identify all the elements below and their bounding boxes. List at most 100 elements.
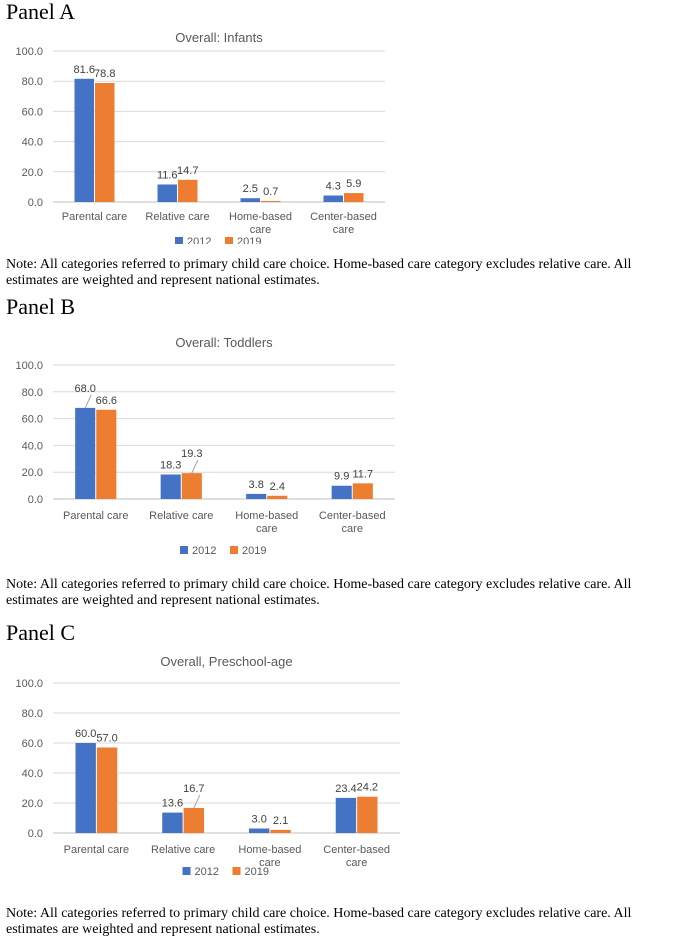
legend-swatch-2012 xyxy=(175,237,183,244)
panel-b-note: Note: All categories referred to primary… xyxy=(6,577,632,608)
panel-b-heading: Panel B xyxy=(6,294,76,319)
y-tick-label: 80.0 xyxy=(22,76,43,88)
category-label: care xyxy=(342,523,363,535)
legend-label-2019: 2019 xyxy=(237,236,261,244)
category-label: Relative care xyxy=(145,211,209,223)
bar-2012 xyxy=(75,743,96,833)
data-label: 5.9 xyxy=(346,178,361,190)
data-label-leader xyxy=(84,394,92,409)
bar-2019 xyxy=(261,200,281,202)
legend-label-2012: 2012 xyxy=(195,866,219,878)
chart-title: Overall: Toddlers xyxy=(175,335,273,350)
legend-swatch-2012 xyxy=(182,867,191,875)
legend-label-2012: 2012 xyxy=(187,236,211,244)
y-tick-label: 20.0 xyxy=(22,798,43,810)
data-label: 81.6 xyxy=(74,64,95,76)
data-label: 13.6 xyxy=(162,798,183,810)
category-label: Center-based xyxy=(323,844,390,856)
data-label: 23.4 xyxy=(335,783,356,795)
bar-2019 xyxy=(352,483,373,499)
legend-swatch-2012 xyxy=(180,546,188,554)
chart-toddlers: Overall: Toddlers 0.0 20.0 40.0 60.0 80.0 100.… xyxy=(15,335,395,557)
legend-swatch-2019 xyxy=(230,546,238,554)
legend-label-2019: 2019 xyxy=(242,545,266,557)
category-label: Relative care xyxy=(149,510,213,522)
data-label: 18.3 xyxy=(160,459,181,471)
data-label: 2.1 xyxy=(273,815,288,827)
y-tick-label: 60.0 xyxy=(22,414,43,426)
panel-a-heading: Panel A xyxy=(6,0,76,24)
panel-c-note: Note: All categories referred to primary… xyxy=(6,906,632,937)
y-tick-label: 100.0 xyxy=(15,46,43,58)
legend-swatch-2019 xyxy=(225,237,233,244)
legend-swatch-2019 xyxy=(232,867,241,875)
y-tick-label: 100.0 xyxy=(15,678,43,690)
category-label: Parental care xyxy=(64,844,129,856)
bar-2019 xyxy=(183,807,205,833)
data-label: 19.3 xyxy=(181,448,202,460)
data-label: 3.8 xyxy=(249,479,264,491)
data-label: 14.7 xyxy=(177,165,198,177)
bar-2012 xyxy=(335,797,357,833)
data-label: 2.5 xyxy=(243,183,258,195)
panel-c-heading: Panel C xyxy=(6,620,76,645)
y-tick-label: 20.0 xyxy=(22,167,43,179)
category-label: Home-based xyxy=(229,211,292,223)
y-tick-label: 20.0 xyxy=(22,467,43,479)
chart-infants: Overall: Infants 0.0 20.0 40.0 60.0 80.0 100.0… xyxy=(15,30,385,244)
data-label: 78.8 xyxy=(94,68,115,80)
data-label: 24.2 xyxy=(357,782,378,794)
bar-2012 xyxy=(160,474,181,499)
bar-2012 xyxy=(246,493,267,499)
bar-2012 xyxy=(162,812,183,833)
category-label: Home-based xyxy=(238,844,301,856)
panel-a-note: Note: All categories referred to primary… xyxy=(6,257,632,288)
bar-2019 xyxy=(181,473,202,499)
bar-2019 xyxy=(178,179,198,202)
category-label: care xyxy=(259,857,280,869)
y-tick-label: 0.0 xyxy=(28,494,43,506)
category-label: Parental care xyxy=(62,211,127,223)
y-tick-label: 40.0 xyxy=(22,137,43,149)
data-label-leader xyxy=(193,794,201,809)
category-label: care xyxy=(256,523,277,535)
category-label: Parental care xyxy=(63,510,128,522)
data-label: 9.9 xyxy=(334,471,349,483)
bar-2019 xyxy=(96,409,117,499)
category-label: care xyxy=(250,224,271,236)
data-label: 66.6 xyxy=(96,395,117,407)
bar-2019 xyxy=(96,747,118,833)
y-tick-label: 80.0 xyxy=(22,708,43,720)
category-label: care xyxy=(333,224,354,236)
data-label: 11.7 xyxy=(352,468,373,480)
chart-preschool: Overall, Preschool-age 0.0 20.0 40.0 60.0 80.… xyxy=(15,654,400,878)
y-tick-label: 0.0 xyxy=(28,828,43,840)
legend-label-2019: 2019 xyxy=(245,866,269,878)
bar-2012 xyxy=(248,828,270,833)
category-label: care xyxy=(346,857,367,869)
bar-2012 xyxy=(331,485,352,499)
y-tick-label: 80.0 xyxy=(22,387,43,399)
bar-2012 xyxy=(323,195,343,202)
y-tick-label: 40.0 xyxy=(22,768,43,780)
y-tick-label: 60.0 xyxy=(22,738,43,750)
bar-2012 xyxy=(240,198,260,202)
bar-2019 xyxy=(357,796,378,833)
bar-2012 xyxy=(74,78,94,202)
y-tick-label: 0.0 xyxy=(28,197,43,209)
chart-title: Overall, Preschool-age xyxy=(160,654,292,669)
y-tick-label: 60.0 xyxy=(22,106,43,118)
category-label: Center-based xyxy=(319,510,386,522)
data-label: 0.7 xyxy=(263,186,278,198)
data-label: 68.0 xyxy=(74,383,95,395)
bar-2012 xyxy=(75,407,96,499)
y-tick-label: 100.0 xyxy=(15,360,43,372)
bar-2019 xyxy=(95,83,115,202)
data-label: 4.3 xyxy=(326,181,341,193)
bar-2012 xyxy=(157,184,177,202)
data-label-leader xyxy=(191,459,199,474)
bar-2019 xyxy=(270,829,291,833)
data-label: 60.0 xyxy=(75,728,96,740)
data-label: 3.0 xyxy=(252,814,267,826)
bar-2019 xyxy=(267,495,288,499)
